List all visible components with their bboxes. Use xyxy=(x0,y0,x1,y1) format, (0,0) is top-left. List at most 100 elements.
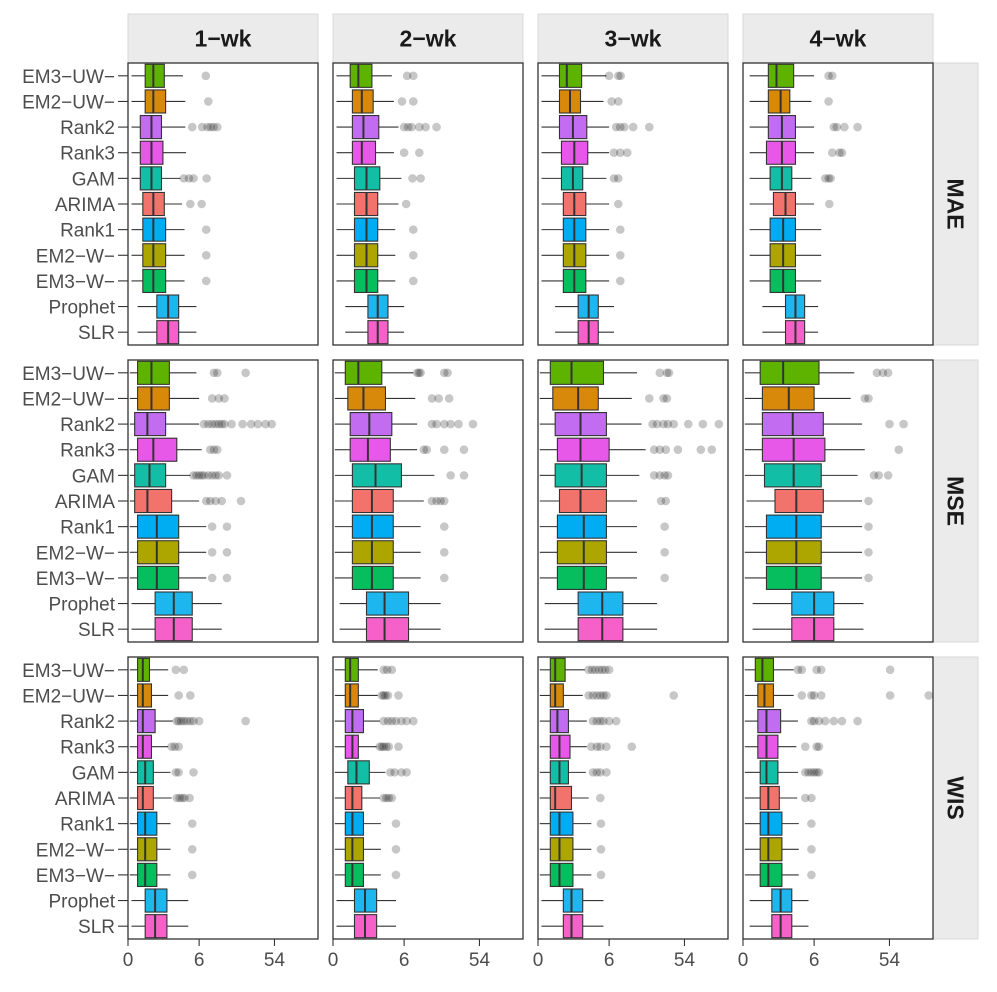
outlier-point xyxy=(199,419,209,429)
outlier-point xyxy=(602,742,611,752)
box-em2-uw xyxy=(334,386,454,411)
box-em3-uw xyxy=(539,657,614,682)
outlier-point xyxy=(197,122,207,132)
box-em3-uw xyxy=(131,63,211,88)
outlier-point xyxy=(201,496,211,506)
category-label-rank2: Rank2 xyxy=(60,415,115,436)
outlier-point xyxy=(864,547,873,557)
outlier-point xyxy=(807,844,816,854)
box-prophet xyxy=(555,294,615,319)
outlier-point xyxy=(197,471,206,480)
box-slr xyxy=(752,617,864,642)
row-facet-label: MAE xyxy=(943,178,969,229)
outlier-point xyxy=(809,691,819,700)
outlier-point xyxy=(211,419,220,429)
x-tick-label: 54 xyxy=(674,950,696,971)
box-rank1 xyxy=(744,514,873,539)
box-em2-w xyxy=(541,243,625,268)
outlier-point xyxy=(840,122,849,132)
box-rank1 xyxy=(539,514,669,539)
outlier-point xyxy=(439,573,449,583)
outlier-point xyxy=(698,419,708,429)
outlier-point xyxy=(588,716,598,726)
outlier-point xyxy=(591,665,600,675)
outlier-point xyxy=(604,665,614,675)
box-arima xyxy=(539,785,605,811)
outlier-point xyxy=(924,691,934,700)
outlier-point xyxy=(207,394,217,403)
box-rank1 xyxy=(749,217,822,242)
column-strip-2: 2−wk xyxy=(332,13,524,64)
outlier-point xyxy=(409,716,418,726)
outlier-point xyxy=(211,496,220,506)
x-axis-4: 0 6 54 xyxy=(738,939,901,971)
outlier-point xyxy=(409,97,418,106)
outlier-point xyxy=(883,368,893,378)
outlier-point xyxy=(207,419,217,429)
outlier-point xyxy=(180,793,189,803)
outlier-point xyxy=(384,793,394,803)
box-arima xyxy=(744,785,816,811)
category-label-rank2: Rank2 xyxy=(60,712,115,733)
x-tick-label: 6 xyxy=(604,950,615,971)
box-arima xyxy=(334,785,397,811)
box-em2-w xyxy=(129,837,197,862)
box-iqr xyxy=(562,914,584,939)
box-slr xyxy=(137,320,197,345)
outlier-point xyxy=(261,419,270,429)
panel-mae-2-wk xyxy=(332,62,524,346)
x-tick-label: 54 xyxy=(879,950,901,971)
outlier-point xyxy=(241,368,250,378)
outlier-point xyxy=(807,819,816,828)
panel-border xyxy=(537,62,729,346)
outlier-point xyxy=(649,471,659,480)
box-iqr xyxy=(344,683,359,708)
outlier-point xyxy=(662,368,672,378)
outlier-point xyxy=(459,471,469,480)
outlier-point xyxy=(816,665,826,675)
box-em2-uw xyxy=(744,683,934,708)
outlier-point xyxy=(192,471,201,480)
panel-wis-1-wk xyxy=(127,656,319,940)
box-rank1 xyxy=(129,811,197,836)
outlier-point xyxy=(596,844,606,854)
outlier-point xyxy=(872,368,882,378)
outlier-point xyxy=(611,716,621,726)
outlier-point xyxy=(175,793,184,803)
outlier-point xyxy=(444,394,454,403)
category-label-rank3: Rank3 xyxy=(60,738,115,759)
category-label-em2-uw: EM2−UW− xyxy=(22,92,115,113)
box-prophet xyxy=(336,888,396,913)
box-slr xyxy=(131,617,222,642)
outlier-point xyxy=(432,496,441,506)
row-strip-mse: MSE xyxy=(932,359,979,643)
outlier-point xyxy=(391,716,401,726)
box-prophet xyxy=(131,591,222,616)
outlier-point xyxy=(414,368,424,378)
outlier-point xyxy=(439,496,449,506)
outlier-point xyxy=(403,122,413,132)
outlier-point xyxy=(864,394,873,403)
box-iqr xyxy=(137,734,153,759)
box-rank2 xyxy=(129,412,277,437)
outlier-point xyxy=(427,419,437,429)
category-label-em2-uw: EM2−UW− xyxy=(22,686,115,707)
box-arima xyxy=(129,785,194,811)
outlier-point xyxy=(587,742,596,752)
category-label-slr: SLR xyxy=(78,620,115,641)
outlier-point xyxy=(439,522,449,531)
outlier-point xyxy=(609,148,619,158)
x-tick-label: 0 xyxy=(738,950,749,971)
x-tick-label: 6 xyxy=(809,950,820,971)
outlier-point xyxy=(186,199,195,209)
column-facet-label: 2−wk xyxy=(400,26,457,52)
category-label-em2-w: EM2−W− xyxy=(36,840,115,861)
outlier-point xyxy=(809,716,819,726)
category-label-em3-w: EM3−W− xyxy=(36,866,115,887)
outlier-point xyxy=(459,445,469,455)
outlier-point xyxy=(662,394,672,403)
outlier-point xyxy=(184,174,194,183)
outlier-point xyxy=(853,122,862,132)
box-rank1 xyxy=(541,217,625,242)
box-em3-w xyxy=(334,565,449,590)
